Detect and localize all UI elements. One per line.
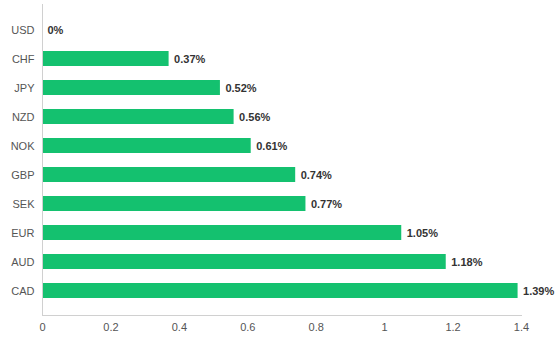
svg-text:0.77%: 0.77% (311, 198, 342, 210)
svg-text:GBP: GBP (11, 169, 34, 181)
svg-text:AUD: AUD (11, 256, 34, 268)
svg-text:SEK: SEK (12, 198, 35, 210)
svg-text:0%: 0% (48, 24, 64, 36)
svg-text:0.4: 0.4 (172, 321, 187, 333)
svg-text:1.05%: 1.05% (407, 227, 438, 239)
svg-text:0.74%: 0.74% (301, 169, 332, 181)
svg-text:1.39%: 1.39% (523, 285, 554, 297)
svg-text:0.61%: 0.61% (256, 140, 287, 152)
svg-text:NZD: NZD (12, 111, 35, 123)
svg-text:1.18%: 1.18% (451, 256, 482, 268)
svg-text:EUR: EUR (11, 227, 34, 239)
svg-text:0.37%: 0.37% (174, 53, 205, 65)
svg-text:CHF: CHF (12, 53, 35, 65)
svg-text:CAD: CAD (11, 285, 34, 297)
svg-text:1.2: 1.2 (445, 321, 460, 333)
svg-text:USD: USD (11, 24, 34, 36)
svg-text:0: 0 (39, 321, 45, 333)
svg-text:1: 1 (382, 321, 388, 333)
svg-text:1.4: 1.4 (514, 321, 529, 333)
svg-text:0.52%: 0.52% (225, 82, 256, 94)
svg-text:0.8: 0.8 (309, 321, 324, 333)
svg-text:NOK: NOK (11, 140, 36, 152)
svg-text:0.2: 0.2 (103, 321, 118, 333)
svg-text:0.6: 0.6 (240, 321, 255, 333)
svg-text:JPY: JPY (14, 82, 35, 94)
svg-text:0.56%: 0.56% (239, 111, 270, 123)
